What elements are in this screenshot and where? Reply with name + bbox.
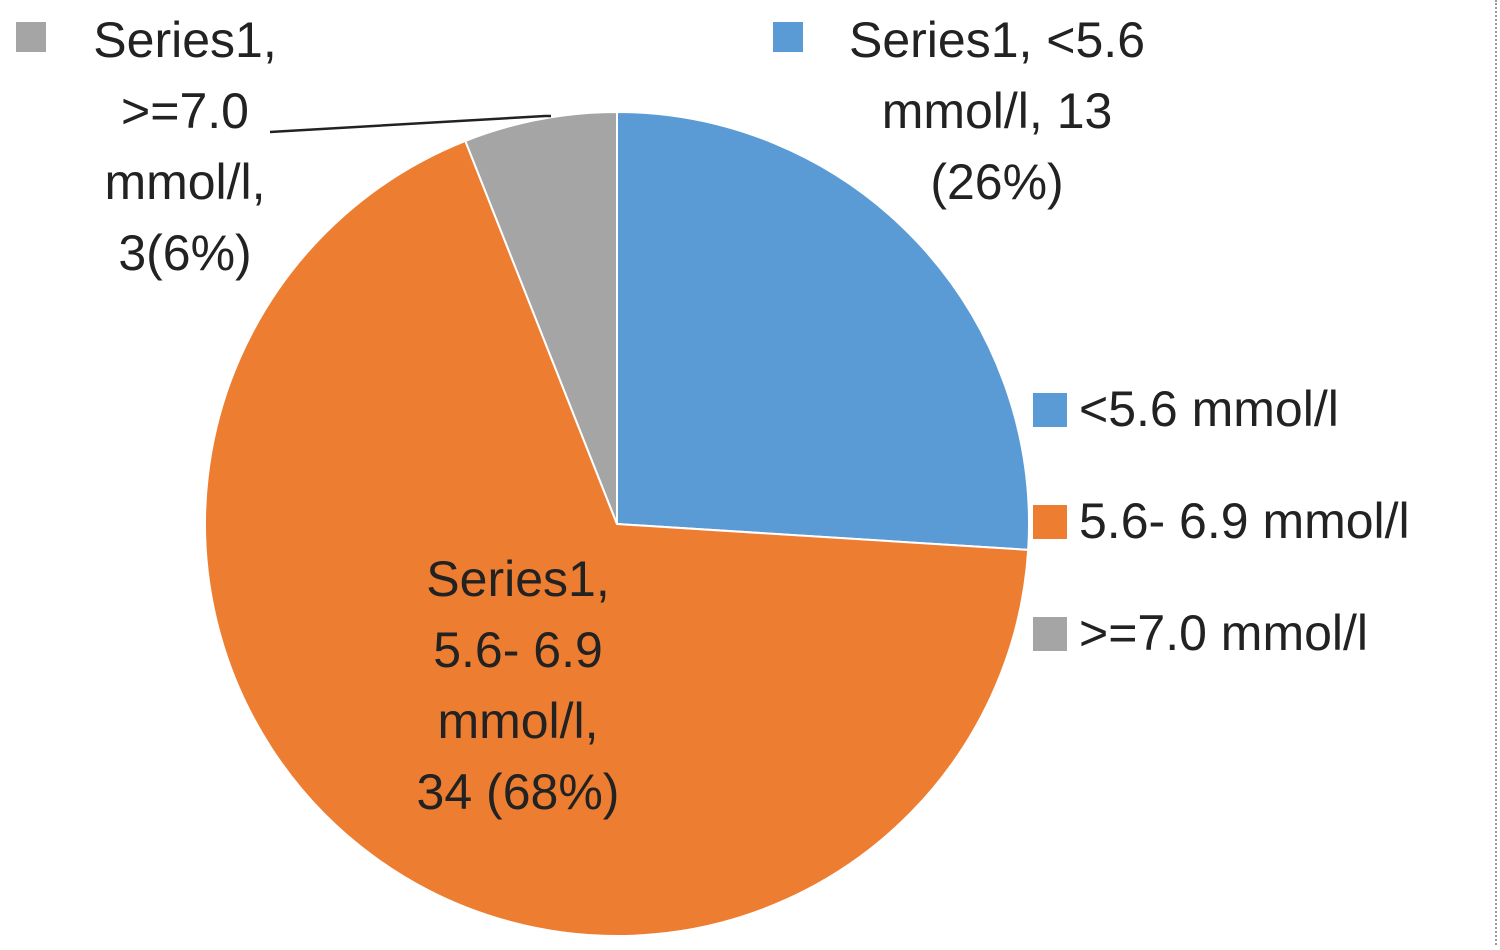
data-label-line: Series1, (93, 12, 276, 68)
data-label-line: (26%) (930, 154, 1063, 210)
data-label-line: mmol/l, (104, 154, 265, 210)
data-label-key-lt-5-6 (773, 22, 803, 52)
data-label-line: Series1, (426, 551, 609, 607)
data-label-line: Series1, <5.6 (849, 12, 1145, 68)
data-label-line: >=7.0 (121, 83, 249, 139)
pie-slice-lt-5-6 (616, 110, 1030, 551)
legend-item-lt-5-6: <5.6 mmol/l (1033, 381, 1339, 437)
legend-label-lt-5-6: <5.6 mmol/l (1079, 381, 1339, 437)
data-label-line: mmol/l, 13 (882, 83, 1113, 139)
data-labels: Series1, <5.6 mmol/l, 13 (26%) Series1, 5.6-… (16, 12, 1145, 820)
legend-swatch-5-6-6-9 (1033, 505, 1067, 539)
leader-line-gte-7-0 (269, 114, 551, 134)
data-label-line: mmol/l, (437, 693, 598, 749)
legend-swatch-lt-5-6 (1033, 393, 1067, 427)
data-label-line: 5.6- 6.9 (433, 622, 603, 678)
pie-slices (204, 110, 1030, 937)
legend-item-gte-7-0: >=7.0 mmol/l (1033, 605, 1368, 661)
leader-lines (269, 114, 551, 134)
legend-item-5-6-6-9: 5.6- 6.9 mmol/l (1033, 493, 1410, 549)
data-label-5-6-6-9: Series1, 5.6- 6.9 mmol/l, 34 (68%) (417, 551, 620, 820)
data-label-line: 3(6%) (118, 225, 251, 281)
right-dotted-border (1495, 0, 1497, 945)
data-label-lt-5-6: Series1, <5.6 mmol/l, 13 (26%) (849, 12, 1145, 210)
data-label-gte-7-0: Series1, >=7.0 mmol/l, 3(6%) (93, 12, 276, 281)
pie-slice-gte-7-0 (464, 110, 618, 525)
legend-label-5-6-6-9: 5.6- 6.9 mmol/l (1079, 493, 1410, 549)
data-label-line: 34 (68%) (417, 764, 620, 820)
legend-label-gte-7-0: >=7.0 mmol/l (1079, 605, 1368, 661)
legend: <5.6 mmol/l 5.6- 6.9 mmol/l >=7.0 mmol/l (1033, 381, 1410, 661)
legend-swatch-gte-7-0 (1033, 617, 1067, 651)
pie-slice-5-6-6-9 (204, 139, 1030, 937)
data-label-key-gte-7-0 (16, 22, 46, 52)
